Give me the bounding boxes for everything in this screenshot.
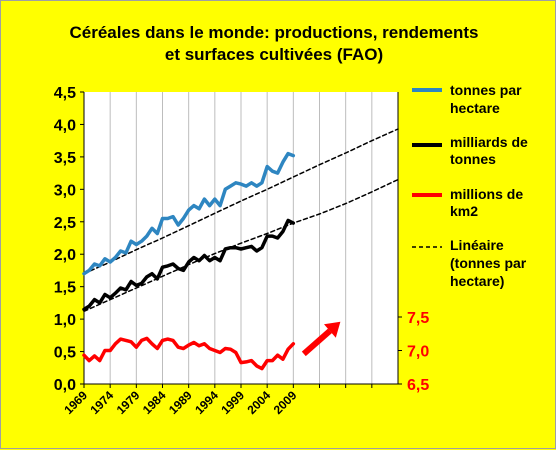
legend: tonnes par hectare milliards de tonnes m…: [412, 82, 528, 289]
legend-label-trend-1: Linéaire: [450, 237, 504, 253]
y-tick-label: 2,0: [54, 247, 76, 264]
legend-label-yield-1: tonnes par: [450, 82, 522, 98]
series-line-yield: [82, 151, 296, 276]
legend-label-trend-2: (tonnes par: [450, 255, 527, 271]
x-tick-label: 1989: [166, 388, 195, 417]
legend-label-production-1: milliards de: [450, 134, 528, 150]
series-line-area: [82, 336, 296, 371]
chart-title-line-2: et surfaces cultivées (FAO): [165, 45, 383, 64]
x-tick-label: 2009: [271, 388, 300, 417]
trend-arrow-head: [324, 321, 341, 338]
y2-tick-label: 7,5: [407, 310, 429, 327]
legend-label-area-2: km2: [450, 203, 478, 219]
legend-item-area: millions de km2: [412, 186, 523, 219]
legend-item-yield: tonnes par hectare: [412, 82, 522, 116]
x-tick-label: 1979: [114, 388, 143, 417]
legend-label-trend-3: hectare): [450, 273, 504, 289]
y-tick-label: 2,5: [54, 215, 76, 232]
y-tick-label: 0,5: [54, 345, 76, 362]
y2-tick-label: 6,5: [407, 377, 429, 394]
chart-title-line-1: Céréales dans le monde: productions, ren…: [69, 23, 478, 42]
y-tick-label: 0,0: [54, 377, 76, 394]
legend-item-trend: Linéaire (tonnes par hectare): [412, 237, 527, 289]
y-tick-label: 1,0: [54, 312, 76, 329]
x-tick-label: 1974: [88, 388, 117, 417]
y-tick-label: 4,0: [54, 117, 76, 134]
series-layer: [82, 128, 399, 371]
x-tick-label: 1999: [218, 388, 247, 417]
series-line-production: [82, 218, 296, 312]
x-tick-label: 1994: [192, 388, 221, 417]
legend-item-production: milliards de tonnes: [412, 134, 528, 167]
series-line-trend-yield: [83, 128, 399, 275]
legend-label-area-1: millions de: [450, 186, 523, 202]
legend-label-yield-2: hectare: [450, 100, 500, 116]
y-tick-label: 3,5: [54, 150, 76, 167]
y2-axis-ticks: 6,5 7,0 7,5: [398, 310, 429, 394]
y-tick-label: 4,5: [54, 85, 76, 102]
y-tick-label: 1,5: [54, 280, 76, 297]
y-tick-label: 3,0: [54, 182, 76, 199]
x-tick-label: 1984: [140, 388, 169, 417]
trend-arrow-shaft: [301, 328, 332, 357]
y2-tick-label: 7,0: [407, 344, 429, 361]
x-tick-label: 2004: [245, 388, 274, 417]
series-line-trend-production: [83, 178, 399, 313]
y-axis-ticks: 0,0 0,5 1,0 1,5 2,0 2,5 3,0 3,5 4,0 4,5: [54, 85, 84, 394]
legend-label-production-2: tonnes: [450, 151, 496, 167]
